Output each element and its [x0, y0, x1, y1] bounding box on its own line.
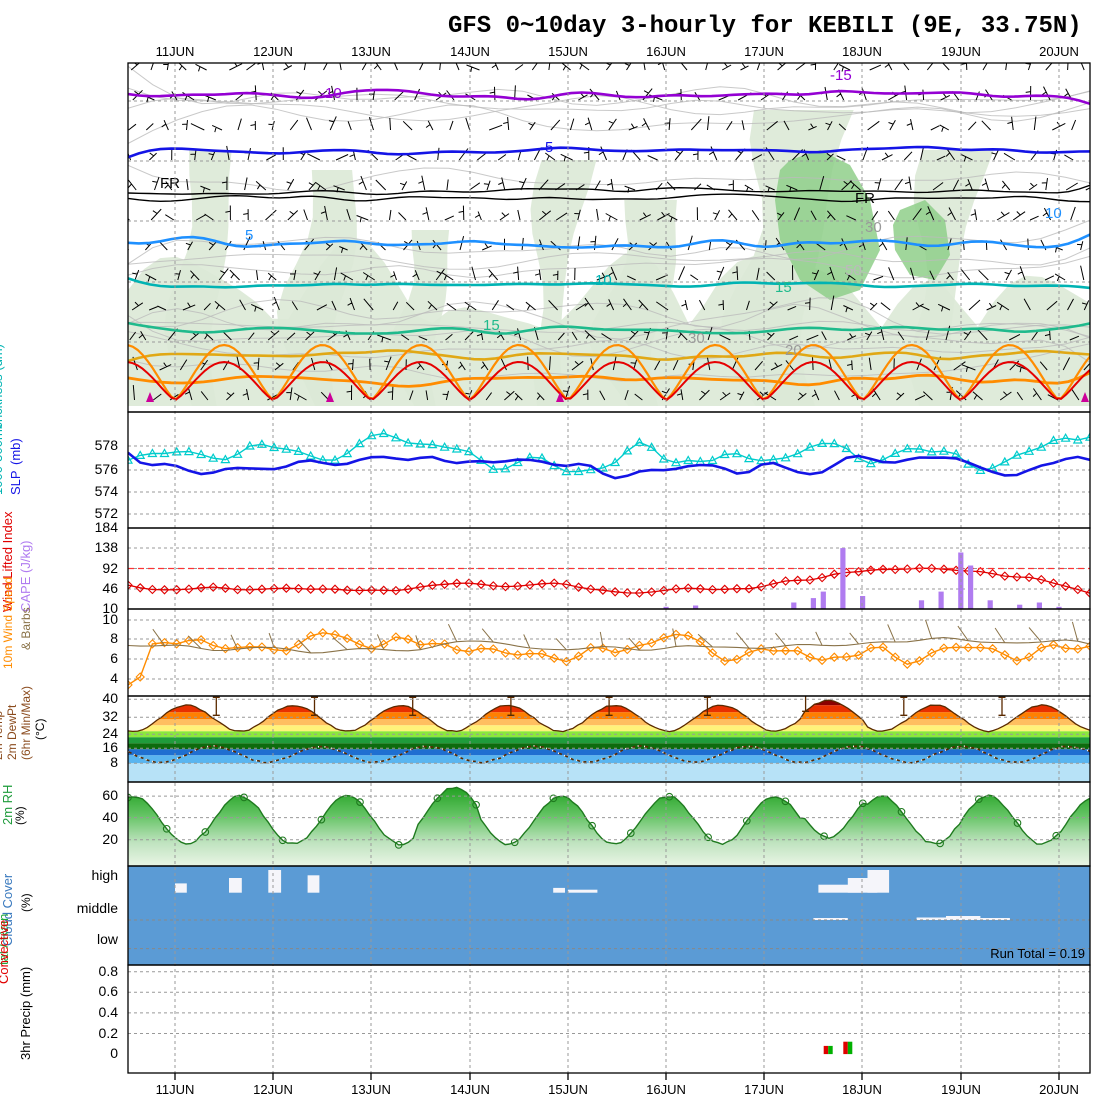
svg-text:10: 10	[595, 272, 612, 289]
svg-text:SLP: SLP	[8, 470, 23, 495]
svg-text:16JUN: 16JUN	[646, 1082, 686, 1097]
svg-text:19JUN: 19JUN	[941, 44, 981, 59]
svg-text:30: 30	[865, 219, 882, 236]
svg-text:middle: middle	[77, 900, 118, 916]
svg-text:2m DewPt: 2m DewPt	[5, 704, 19, 760]
svg-text:-15: -15	[830, 67, 852, 84]
svg-text:low: low	[97, 931, 119, 947]
svg-text:4: 4	[110, 670, 118, 686]
svg-text:138: 138	[95, 539, 119, 555]
svg-text:5: 5	[245, 227, 253, 244]
svg-text:11JUN: 11JUN	[156, 1082, 195, 1097]
svg-text:572: 572	[95, 505, 119, 521]
svg-text:17JUN: 17JUN	[744, 1082, 784, 1097]
svg-text:20JUN: 20JUN	[1039, 1082, 1079, 1097]
svg-text:574: 574	[95, 483, 119, 499]
svg-text:16JUN: 16JUN	[646, 44, 686, 59]
svg-text:15: 15	[483, 317, 500, 334]
svg-text:10m Wind Speed: 10m Wind Speed	[1, 577, 15, 669]
svg-text:0.6: 0.6	[99, 983, 119, 999]
svg-text:(6hr Min/Max): (6hr Min/Max)	[19, 686, 33, 760]
svg-text:6: 6	[110, 650, 118, 666]
svg-text:32: 32	[102, 708, 118, 724]
svg-text:15JUN: 15JUN	[548, 1082, 588, 1097]
svg-text:Wind Lifted Index: Wind Lifted Index	[0, 511, 15, 612]
svg-text:-5: -5	[540, 139, 553, 156]
svg-text:10: 10	[1045, 205, 1062, 222]
svg-text:10: 10	[102, 611, 118, 627]
svg-text:14JUN: 14JUN	[450, 44, 490, 59]
svg-text:184: 184	[95, 519, 119, 535]
svg-text:-10: -10	[320, 85, 342, 102]
svg-text:60: 60	[102, 787, 118, 803]
svg-text:20: 20	[785, 342, 802, 359]
svg-text:18JUN: 18JUN	[842, 1082, 882, 1097]
svg-text:20: 20	[102, 831, 118, 847]
svg-text:92: 92	[102, 560, 118, 576]
svg-text:17JUN: 17JUN	[744, 44, 784, 59]
svg-text:tal / Rain: tal / Rain	[0, 914, 11, 965]
svg-text:16: 16	[102, 739, 118, 755]
svg-text:14JUN: 14JUN	[450, 1082, 490, 1097]
svg-text:40: 40	[102, 690, 118, 706]
svg-text:2m RH: 2m RH	[0, 785, 15, 825]
svg-text:13JUN: 13JUN	[351, 1082, 391, 1097]
svg-text:1000-500mb: 1000-500mb	[0, 422, 5, 495]
svg-text:24: 24	[102, 725, 118, 741]
svg-text:high: high	[92, 867, 118, 883]
svg-text:Cloud Cover: Cloud Cover	[0, 873, 15, 946]
svg-text:15JUN: 15JUN	[548, 44, 588, 59]
svg-text:20JUN: 20JUN	[1039, 44, 1079, 59]
svg-text:12JUN: 12JUN	[253, 1082, 293, 1097]
svg-text:3hr Precip (mm): 3hr Precip (mm)	[18, 967, 33, 1060]
svg-text:(°C): (°C)	[33, 719, 47, 740]
svg-text:(%): (%)	[13, 806, 27, 825]
svg-text:FR: FR	[855, 190, 875, 207]
svg-text:13JUN: 13JUN	[351, 44, 391, 59]
svg-text:(mb): (mb)	[8, 438, 23, 465]
svg-text:46: 46	[102, 580, 118, 596]
svg-text:2m Temp: 2m Temp	[0, 711, 5, 760]
svg-text:10: 10	[102, 600, 118, 616]
svg-text:15: 15	[775, 279, 792, 296]
svg-text:Run Total = 0.19: Run Total = 0.19	[990, 946, 1085, 961]
svg-text:8: 8	[110, 630, 118, 646]
svg-text:0: 0	[110, 1045, 118, 1061]
svg-text:CAPE (J/kg): CAPE (J/kg)	[18, 540, 33, 612]
svg-text:576: 576	[95, 461, 119, 477]
svg-text:40: 40	[102, 809, 118, 825]
svg-text:578: 578	[95, 437, 119, 453]
svg-text:19JUN: 19JUN	[941, 1082, 981, 1097]
svg-text:11JUN: 11JUN	[156, 44, 195, 59]
svg-text:30: 30	[688, 330, 705, 347]
svg-text:0.8: 0.8	[99, 963, 119, 979]
svg-text:(%): (%)	[19, 893, 33, 912]
svg-text:& Barbs: & Barbs	[19, 607, 33, 650]
svg-text:18JUN: 18JUN	[842, 44, 882, 59]
svg-text:12JUN: 12JUN	[253, 44, 293, 59]
svg-text:Thckness (dm): Thckness (dm)	[0, 344, 5, 430]
svg-text:0.4: 0.4	[99, 1004, 119, 1020]
svg-text:0.2: 0.2	[99, 1025, 119, 1041]
svg-text:8: 8	[110, 754, 118, 770]
svg-text:50: 50	[845, 262, 862, 279]
svg-text:Convective: Convective	[0, 920, 11, 984]
svg-text:FR: FR	[160, 175, 180, 192]
